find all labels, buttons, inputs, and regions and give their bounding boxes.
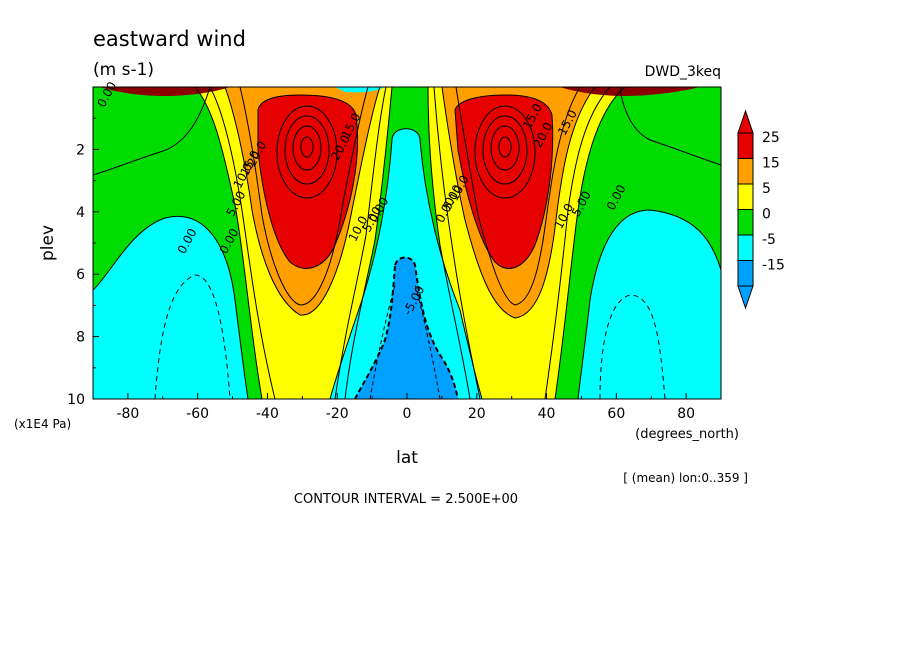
colorbar-segment — [737, 209, 754, 236]
region-red-south — [258, 95, 358, 269]
region-cyan-south — [93, 216, 248, 399]
region-dark-top-north — [560, 87, 700, 96]
colorbar-segment — [737, 132, 754, 159]
colorbar-label: 5 — [762, 181, 771, 197]
averaging-note: [ (mean) lon:0..359 ] — [623, 471, 748, 485]
region-cyan-top — [335, 87, 385, 93]
region-dark-top-south — [100, 87, 230, 96]
colorbar-segment — [737, 234, 754, 261]
y-tick-label: 10 — [67, 392, 85, 408]
colorbar-segment — [737, 260, 754, 287]
contour-field — [93, 87, 721, 399]
y-tick-label: 2 — [76, 142, 85, 158]
contour-lines — [93, 87, 721, 399]
region-red-north — [455, 95, 553, 269]
colorbar-segment — [737, 158, 754, 185]
colorbar-segment — [737, 183, 754, 210]
y-tick-label: 8 — [76, 330, 85, 346]
colorbar-top-arrow — [737, 109, 754, 134]
x-tick-label: 40 — [538, 406, 556, 422]
colorbar-label: 15 — [762, 156, 780, 172]
colorbar-label: 25 — [762, 130, 780, 146]
region-blue-equator — [355, 257, 458, 399]
colorbar-label: -5 — [762, 232, 776, 248]
y-tick-label: 4 — [76, 205, 85, 221]
x-tick-label: -60 — [186, 406, 209, 422]
colorbar-label: -15 — [762, 258, 785, 274]
x-tick-label: 20 — [468, 406, 486, 422]
colorbar: 25 15 5 0 -5 -15 — [737, 109, 785, 310]
x-tick-label: -80 — [116, 406, 139, 422]
contour-interval-note: CONTOUR INTERVAL = 2.500E+00 — [294, 492, 518, 507]
y-axis-label: plev — [38, 225, 58, 261]
x-axis-units: (degrees_north) — [635, 427, 739, 442]
chart-title: eastward wind — [93, 27, 246, 51]
colorbar-label: 0 — [762, 207, 771, 223]
y-tick-label: 6 — [76, 267, 85, 283]
x-axis-label: lat — [396, 448, 418, 468]
y-axis-units: (x1E4 Pa) — [14, 417, 71, 431]
x-tick-label: -40 — [256, 406, 279, 422]
x-tick-label: 80 — [677, 406, 695, 422]
colorbar-bottom-arrow — [737, 285, 754, 310]
x-tick-label: -20 — [326, 406, 349, 422]
region-cyan-north — [578, 210, 721, 399]
x-tick-label: 60 — [607, 406, 625, 422]
x-tick-label: 0 — [403, 406, 412, 422]
dataset-label: DWD_3keq — [645, 64, 721, 80]
x-axis: -80 -60 -40 -20 0 20 40 60 80 — [92, 393, 722, 422]
y-axis: 2 4 6 8 10 — [67, 117, 99, 408]
chart-subtitle: (m s-1) — [93, 60, 154, 80]
